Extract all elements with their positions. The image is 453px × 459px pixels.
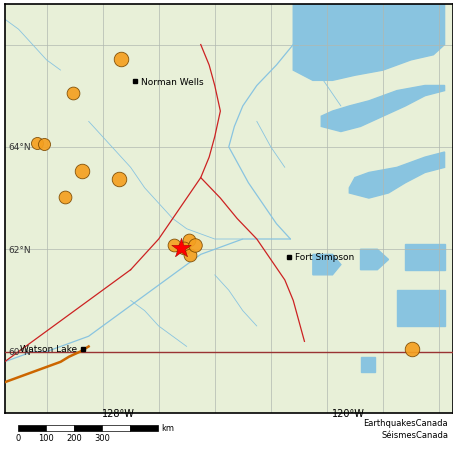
Text: 300: 300 (94, 433, 110, 442)
Point (70, 90, 77, 98)
Point (177, 245, 184, 252)
Polygon shape (361, 250, 389, 270)
Text: 0: 0 (15, 433, 21, 442)
Text: 60°N: 60°N (9, 347, 32, 356)
Text: Watson Lake: Watson Lake (20, 344, 77, 353)
Polygon shape (313, 255, 341, 275)
Text: Norman Wells: Norman Wells (141, 78, 204, 87)
Polygon shape (293, 5, 444, 81)
Polygon shape (321, 86, 444, 132)
Bar (130, 425, 158, 431)
Text: EarthquakesCanada: EarthquakesCanada (363, 418, 448, 427)
Point (185, 237, 193, 244)
Polygon shape (397, 291, 444, 326)
Bar (18, 425, 46, 431)
Text: 120°W: 120°W (332, 408, 364, 418)
Point (117, 56, 125, 63)
Text: 128°W: 128°W (101, 408, 135, 418)
Point (191, 242, 198, 249)
Polygon shape (349, 153, 444, 199)
Text: 100: 100 (38, 433, 54, 442)
Text: Fort Simpson: Fort Simpson (294, 253, 354, 262)
Point (409, 346, 416, 353)
Point (33, 140, 40, 147)
Text: km: km (161, 424, 174, 432)
Point (79, 168, 86, 176)
Polygon shape (405, 245, 444, 270)
Text: 62°N: 62°N (9, 245, 31, 254)
Bar (74, 425, 102, 431)
Point (115, 175, 122, 183)
Bar (46, 425, 74, 431)
Bar (102, 425, 130, 431)
Point (61, 194, 68, 202)
Polygon shape (361, 357, 375, 372)
Text: 200: 200 (66, 433, 82, 442)
Text: 64°N: 64°N (9, 143, 31, 152)
Point (170, 242, 178, 249)
Point (181, 245, 188, 252)
Text: SéismesCanada: SéismesCanada (381, 430, 448, 439)
Point (40, 141, 48, 149)
Point (187, 252, 194, 259)
